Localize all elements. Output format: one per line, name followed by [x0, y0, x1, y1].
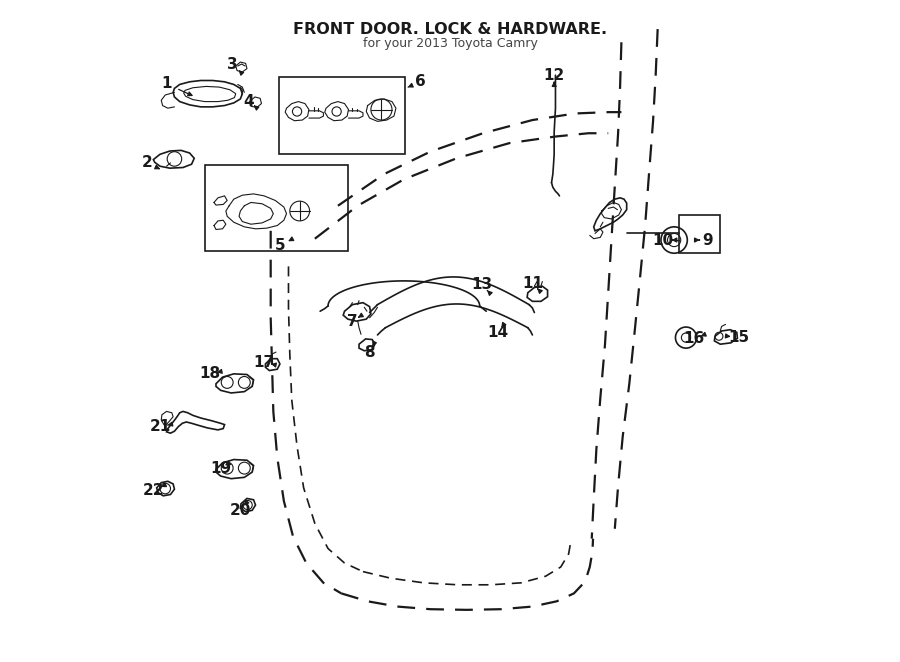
Bar	[205, 165, 348, 251]
Text: 20: 20	[230, 503, 251, 518]
Text: 12: 12	[544, 68, 565, 83]
Text: 17: 17	[254, 355, 274, 370]
Text: for your 2013 Toyota Camry: for your 2013 Toyota Camry	[363, 37, 537, 50]
Text: 16: 16	[683, 332, 705, 346]
Text: 4: 4	[244, 94, 254, 109]
Text: 18: 18	[199, 366, 220, 381]
Text: FRONT DOOR. LOCK & HARDWARE.: FRONT DOOR. LOCK & HARDWARE.	[292, 23, 608, 38]
Text: 19: 19	[210, 461, 231, 475]
Text: 3: 3	[227, 56, 238, 71]
Text: 10: 10	[652, 232, 673, 248]
Text: 11: 11	[522, 276, 543, 291]
Text: 21: 21	[149, 419, 171, 434]
Text: 22: 22	[142, 483, 164, 498]
Text: 2: 2	[141, 156, 152, 170]
Text: 8: 8	[364, 345, 375, 359]
Text: 1: 1	[161, 76, 172, 91]
Text: 7: 7	[347, 314, 357, 328]
Bar	[680, 215, 720, 253]
Text: 14: 14	[488, 325, 508, 340]
Text: 15: 15	[728, 330, 750, 345]
Text: 6: 6	[415, 74, 426, 89]
Text: 9: 9	[702, 232, 713, 248]
Bar	[279, 77, 405, 154]
Text: 13: 13	[471, 277, 492, 293]
Text: 5: 5	[275, 238, 286, 253]
